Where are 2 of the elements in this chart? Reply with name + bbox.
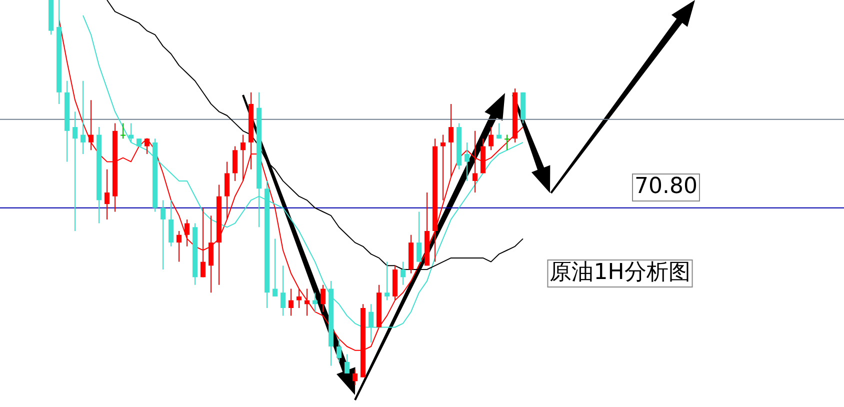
annotation: 70.80 [632, 174, 700, 202]
annotation: 原油1H分析图 [547, 260, 693, 288]
